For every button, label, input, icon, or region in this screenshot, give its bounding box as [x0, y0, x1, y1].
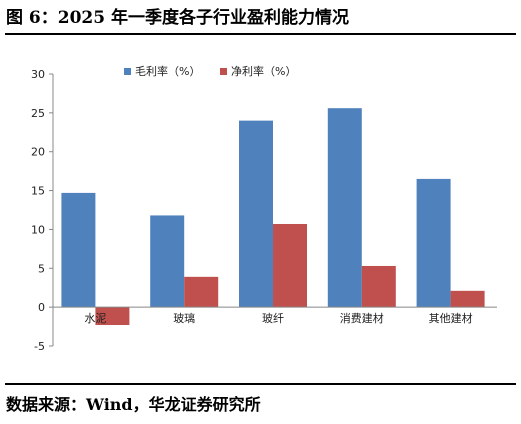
y-tick-label: 5 — [38, 262, 45, 275]
figure-source: 数据来源：Wind，华龙证券研究所 — [6, 395, 261, 414]
legend-label-2: 净利率（%） — [231, 64, 296, 78]
legend-label-1: 毛利率（%） — [135, 64, 200, 78]
gross-margin-bar-4 — [327, 108, 362, 308]
gross-margin-bar-5 — [416, 178, 451, 308]
y-tick-label: 30 — [31, 68, 45, 81]
x-category-label: 玻纤 — [262, 312, 284, 325]
legend-swatch-2 — [220, 68, 227, 75]
net-margin-bar-1 — [95, 307, 130, 326]
x-category-label: 其他建材 — [429, 311, 473, 325]
legend-swatch-1 — [124, 68, 131, 75]
y-tick-label: 25 — [31, 107, 45, 120]
x-category-label: 消费建材 — [340, 311, 384, 325]
chart-axes: -5 0 5 10 15 20 25 30 水泥 玻璃 玻纤 消费建材 其他建材 — [31, 68, 497, 353]
net-margin-bar-5 — [450, 290, 485, 308]
title-rule — [5, 33, 516, 35]
y-tick-label: -5 — [34, 340, 45, 353]
profitability-bar-chart: -5 0 5 10 15 20 25 30 水泥 玻璃 玻纤 消费建材 其他建材 毛利率（%） 净利率（%… — [31, 64, 497, 353]
net-margin-bar-4 — [361, 265, 396, 308]
chart-legend: 毛利率（%） 净利率（%） — [124, 64, 296, 78]
x-category-label: 玻璃 — [173, 311, 195, 325]
figure-title: 图 6：2025 年一季度各子行业盈利能力情况 — [6, 8, 349, 28]
y-tick-label: 10 — [31, 223, 45, 236]
source-rule — [5, 383, 516, 385]
x-category-label: 水泥 — [84, 312, 106, 325]
gross-margin-bar-3 — [239, 120, 273, 308]
y-tick-label: 0 — [38, 301, 45, 314]
net-margin-bar-2 — [184, 276, 219, 308]
net-margin-bar-3 — [273, 223, 307, 308]
gross-margin-bar-1 — [61, 192, 96, 308]
gross-margin-bar-2 — [150, 215, 185, 308]
y-tick-label: 15 — [31, 185, 45, 198]
gross-margin-bars — [61, 108, 451, 308]
y-tick-label: 20 — [31, 146, 45, 159]
net-margin-bars — [95, 223, 485, 326]
